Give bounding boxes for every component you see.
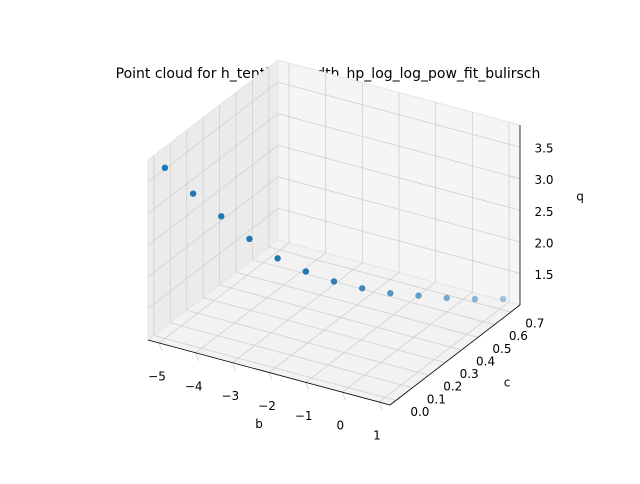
tick-mark — [341, 392, 346, 401]
point — [274, 255, 281, 262]
grid-line — [170, 322, 413, 389]
point — [330, 278, 338, 285]
axis-line — [389, 304, 521, 406]
grid-line — [186, 309, 429, 376]
tick-mark — [195, 352, 200, 361]
grid-line — [235, 271, 479, 338]
point — [161, 164, 169, 172]
grid-line — [277, 144, 521, 211]
grid-line — [277, 208, 521, 274]
point — [189, 190, 197, 197]
grid-line — [277, 176, 521, 243]
grid-line — [147, 113, 279, 215]
y-tick-label: 0.4 — [476, 354, 495, 368]
tick-mark — [231, 362, 236, 371]
grid-line — [232, 262, 363, 363]
point — [415, 292, 422, 299]
axis-line — [147, 339, 391, 406]
grid-line — [203, 297, 446, 363]
x-tick-label: 0 — [337, 419, 345, 433]
tick-mark — [305, 382, 310, 391]
y-tick-label: 0.6 — [509, 329, 528, 343]
z-tick-label: 3.0 — [534, 173, 553, 187]
y-tick-label: 0.3 — [460, 367, 479, 381]
grid-line — [153, 335, 397, 401]
y-tick-label: 0.7 — [525, 317, 544, 331]
point — [499, 295, 507, 303]
point — [471, 295, 479, 303]
z-tick-label: 2.5 — [534, 205, 553, 219]
grid-line — [147, 208, 279, 309]
point — [302, 268, 310, 275]
x-axis-label: b — [255, 417, 263, 431]
x-tick-label: −5 — [148, 369, 166, 383]
x-tick-label: 1 — [373, 429, 381, 443]
y-tick-label: 0.1 — [427, 392, 446, 406]
grid-line — [147, 144, 279, 246]
x-tick-label: −2 — [258, 399, 276, 413]
grid-line — [158, 242, 290, 344]
grid-line — [378, 301, 510, 403]
y-tick-label: 0.5 — [492, 342, 511, 356]
grid-line — [277, 81, 521, 148]
point — [218, 213, 225, 220]
grid-line — [147, 81, 279, 183]
point — [358, 285, 366, 292]
grid-line — [268, 246, 511, 313]
z-tick-label: 2.0 — [534, 236, 553, 250]
grid-line — [219, 284, 462, 351]
y-tick-label: 0.2 — [443, 380, 462, 394]
point — [387, 289, 394, 297]
z-tick-label: 3.5 — [534, 142, 553, 156]
grid-line — [277, 113, 521, 180]
z-axis-label: q — [576, 190, 584, 204]
tick-mark — [268, 372, 273, 381]
grid-line — [342, 291, 473, 393]
grid-line — [268, 272, 400, 373]
point — [246, 235, 253, 243]
grid-line — [252, 259, 495, 326]
y-axis-label: c — [504, 376, 511, 390]
x-tick-label: −3 — [221, 389, 239, 403]
x-tick-label: −1 — [295, 409, 313, 423]
tick-mark — [158, 342, 163, 352]
y-tick-label: 0.0 — [410, 405, 429, 419]
x-tick-label: −4 — [185, 379, 203, 393]
point — [443, 294, 450, 302]
grid-line — [147, 176, 279, 278]
z-tick-label: 1.5 — [534, 268, 553, 282]
tick-mark — [378, 401, 383, 411]
grid-line — [305, 282, 436, 383]
